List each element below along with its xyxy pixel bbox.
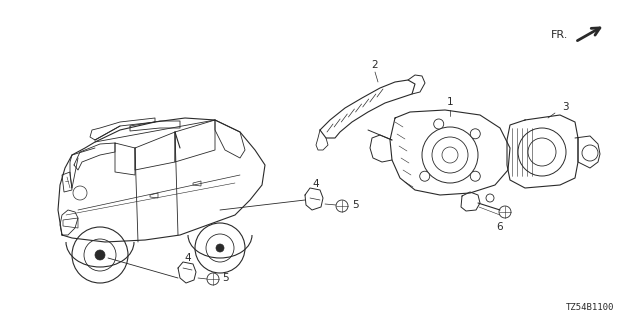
Circle shape (470, 129, 480, 139)
Text: 2: 2 (372, 60, 378, 70)
Polygon shape (193, 181, 201, 186)
Text: 4: 4 (313, 179, 319, 189)
Text: FR.: FR. (550, 30, 568, 40)
Text: TZ54B1100: TZ54B1100 (566, 303, 614, 312)
Text: 5: 5 (222, 273, 228, 283)
Circle shape (95, 250, 105, 260)
Circle shape (216, 244, 224, 252)
Circle shape (434, 119, 444, 129)
Text: 3: 3 (562, 102, 568, 112)
Text: 1: 1 (447, 97, 453, 107)
Text: 6: 6 (497, 222, 503, 232)
Circle shape (470, 171, 480, 181)
Text: 5: 5 (352, 200, 358, 210)
Text: 4: 4 (185, 253, 191, 263)
Polygon shape (150, 193, 158, 198)
Circle shape (420, 171, 429, 181)
